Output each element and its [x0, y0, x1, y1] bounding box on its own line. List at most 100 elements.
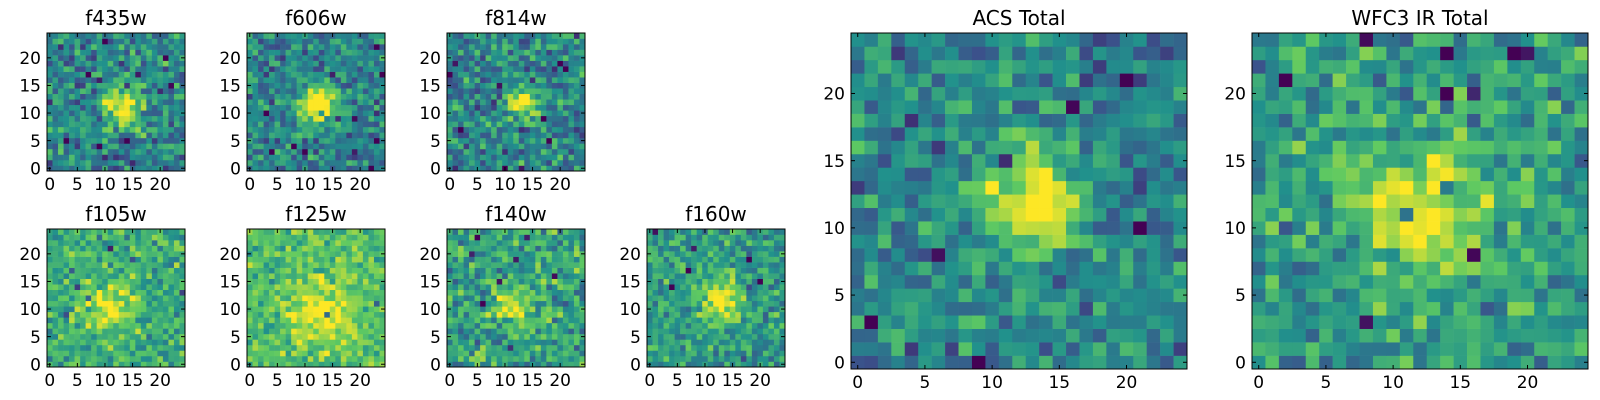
heatmap-cell	[985, 167, 1000, 182]
heatmap-cell	[674, 339, 681, 346]
heatmap-cell	[469, 295, 475, 302]
heatmap-cell	[58, 350, 64, 357]
heatmap-cell	[463, 256, 470, 263]
heatmap-cell	[274, 273, 281, 279]
heatmap-cell	[162, 77, 169, 83]
heatmap-cell	[546, 344, 553, 351]
heatmap-cell	[118, 278, 125, 285]
heatmap-cell	[713, 229, 720, 235]
heatmap-cell	[540, 143, 547, 150]
heatmap-cell	[274, 344, 281, 351]
heatmap-cell	[80, 38, 86, 45]
heatmap-cell	[368, 300, 375, 307]
heatmap-cell	[480, 82, 486, 89]
heatmap-cell	[864, 153, 879, 168]
heatmap-cell	[918, 342, 932, 356]
heatmap-cell	[707, 322, 714, 329]
heatmap-cell	[524, 322, 531, 329]
heatmap-cell	[540, 71, 547, 78]
heatmap-cell	[373, 295, 380, 302]
heatmap-cell	[340, 93, 347, 100]
heatmap-cell	[696, 328, 703, 335]
heatmap-cell	[877, 221, 892, 235]
heatmap-cell	[329, 339, 336, 346]
heatmap-cell	[864, 328, 879, 343]
heatmap-cell	[373, 60, 380, 67]
heatmap-cell	[518, 137, 525, 144]
heatmap-cell	[263, 33, 270, 39]
heatmap-cell	[280, 328, 286, 335]
heatmap-cell	[346, 132, 353, 139]
heatmap-cell	[85, 295, 92, 302]
heatmap-cell	[663, 306, 670, 313]
heatmap-cell	[762, 295, 769, 302]
heatmap-cell	[102, 251, 109, 257]
heatmap-cell	[324, 355, 331, 362]
heatmap-cell	[480, 267, 486, 274]
heatmap-cell	[162, 240, 169, 246]
heatmap-cell	[263, 38, 270, 45]
heatmap-cell	[335, 240, 342, 246]
heatmap-cell	[258, 121, 264, 128]
heatmap-cell	[452, 49, 459, 56]
heatmap-cell	[146, 159, 153, 166]
heatmap-cell	[252, 317, 259, 324]
heatmap-cell	[107, 256, 114, 263]
heatmap-cell	[146, 251, 153, 257]
heatmap-cell	[258, 240, 264, 246]
heatmap-cell	[958, 288, 973, 303]
heatmap-cell	[157, 339, 164, 346]
heatmap-cell	[280, 104, 286, 111]
heatmap-cell	[891, 234, 906, 249]
heatmap-cell	[1052, 301, 1067, 316]
heatmap-cell	[263, 295, 270, 302]
heatmap-cell	[263, 159, 270, 166]
heatmap-cell	[58, 71, 64, 78]
heatmap-cell	[568, 267, 575, 274]
heatmap-cell	[335, 49, 342, 56]
heatmap-cell	[768, 333, 775, 340]
heatmap-cell	[107, 328, 114, 335]
heatmap-cell	[74, 300, 81, 307]
heatmap-cell	[540, 115, 547, 122]
heatmap-cell	[540, 240, 547, 246]
heatmap-cell	[513, 350, 520, 357]
heatmap-cell	[168, 148, 175, 155]
heatmap-cell	[80, 104, 86, 111]
heatmap-cell	[1039, 261, 1053, 276]
y-tick-label: 10	[419, 104, 441, 124]
heatmap-cell	[69, 38, 75, 45]
heatmap-cell	[58, 262, 64, 268]
heatmap-cell	[474, 154, 481, 161]
heatmap-cell	[313, 267, 320, 274]
heatmap-cell	[496, 328, 503, 335]
heatmap-cell	[702, 267, 709, 274]
heatmap-cell	[1039, 355, 1053, 370]
heatmap-cell	[118, 88, 125, 95]
heatmap-cell	[463, 159, 470, 166]
heatmap-cell	[458, 234, 464, 241]
heatmap-cell	[502, 322, 509, 329]
heatmap-cell	[724, 361, 731, 368]
heatmap-cell	[740, 333, 747, 340]
heatmap-cell	[524, 333, 531, 340]
heatmap-cell	[129, 267, 136, 274]
heatmap-cell	[346, 33, 353, 39]
heatmap-cell	[491, 55, 497, 61]
heatmap-cell	[296, 121, 303, 128]
heatmap-cell	[480, 38, 486, 45]
heatmap-cell	[129, 273, 136, 279]
heatmap-cell	[252, 361, 259, 368]
heatmap-cell	[329, 44, 336, 50]
heatmap-cell	[373, 350, 380, 357]
heatmap-cell	[546, 262, 553, 268]
heatmap-cell	[269, 143, 275, 150]
heatmap-cell	[579, 300, 586, 307]
heatmap-cell	[768, 317, 775, 324]
heatmap-cell	[502, 159, 509, 166]
heatmap-cell	[958, 342, 973, 356]
heatmap-cell	[502, 60, 509, 67]
heatmap-cell	[340, 110, 347, 117]
